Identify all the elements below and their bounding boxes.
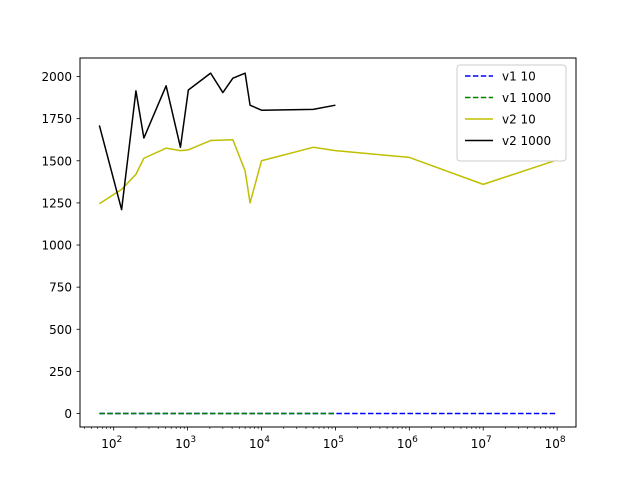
y-tick-label: 750 (49, 281, 72, 295)
x-tick-label-base: 10 (471, 437, 486, 451)
x-tick-label-base: 10 (323, 437, 338, 451)
series-line-4 (98, 72, 336, 211)
legend-box (456, 64, 567, 162)
legend-label: v2 10 (502, 113, 536, 127)
y-tick-label: 500 (49, 323, 72, 337)
y-axis: 0 250 500 750 1000 1250 1500 1750 2000 (41, 70, 80, 421)
x-axis: 102 103 104 105 106 107 108 (83, 427, 566, 451)
x-tick-label: 108 (545, 435, 566, 451)
y-tick-label: 2000 (41, 70, 72, 84)
x-tick-label: 103 (175, 435, 196, 451)
series-layer (98, 72, 558, 415)
x-tick-label-base: 10 (545, 437, 560, 451)
x-tick-label-base: 10 (249, 437, 264, 451)
y-tick-label: 1250 (41, 196, 72, 210)
x-tick-label: 105 (323, 435, 344, 451)
y-tick-label: 250 (49, 365, 72, 379)
x-tick-label-exponent: 5 (338, 435, 344, 445)
x-tick-label-base: 10 (175, 437, 190, 451)
x-tick-label-exponent: 3 (190, 435, 196, 445)
y-tick-label: 1000 (41, 239, 72, 253)
y-tick-label: 0 (64, 407, 72, 421)
x-tick-label-base: 10 (101, 437, 116, 451)
y-tick-label: 1500 (41, 154, 72, 168)
legend-label: v2 1000 (502, 134, 551, 148)
x-tick-label-exponent: 6 (412, 435, 418, 445)
x-tick-label: 102 (101, 435, 122, 451)
legend-label: v1 1000 (502, 91, 551, 105)
x-tick-label: 104 (249, 435, 270, 451)
series-line-3 (98, 138, 558, 205)
x-tick-label-base: 10 (397, 437, 412, 451)
x-tick-label-exponent: 7 (486, 435, 492, 445)
x-tick-label-exponent: 4 (264, 435, 270, 445)
y-tick-label: 1750 (41, 112, 72, 126)
legend: v1 10 v1 1000 v2 10 v2 1000 (456, 64, 567, 162)
x-tick-label: 106 (397, 435, 418, 451)
legend-label: v1 10 (502, 70, 536, 84)
x-tick-label-exponent: 2 (116, 435, 122, 445)
x-tick-label: 107 (471, 435, 492, 451)
x-tick-label-exponent: 8 (560, 435, 566, 445)
